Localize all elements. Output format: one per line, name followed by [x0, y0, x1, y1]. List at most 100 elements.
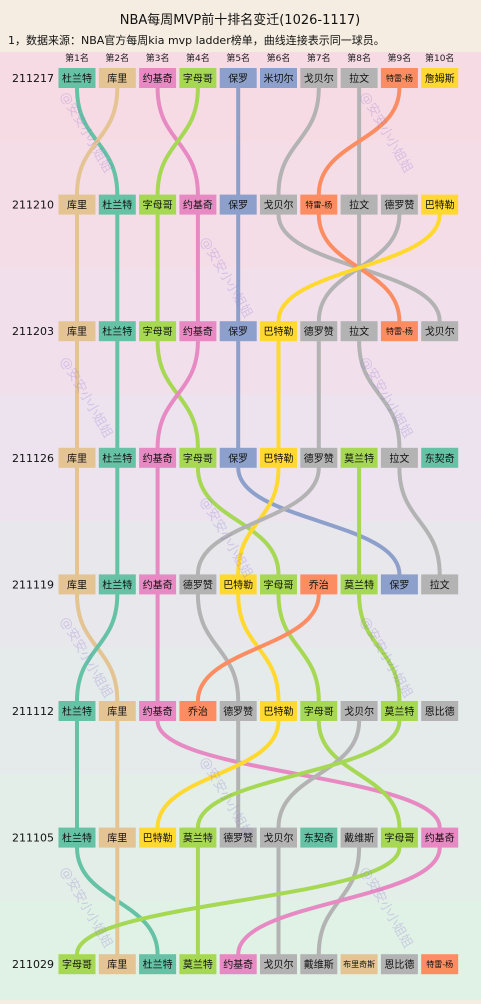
player-name: 约基奇	[425, 832, 455, 845]
player-name: 约基奇	[143, 452, 173, 465]
player-box	[58, 447, 96, 468]
rank-label: 第2名	[105, 52, 129, 64]
player-box	[421, 194, 459, 215]
player-box	[179, 701, 217, 721]
player-box	[179, 194, 217, 215]
player-name: 戈贝尔	[344, 705, 374, 718]
player-box	[219, 574, 257, 595]
player-name: 德罗赞	[183, 578, 213, 591]
player-name: 保罗	[228, 199, 248, 212]
player-box	[219, 827, 257, 848]
player-name: 戈贝尔	[264, 832, 294, 845]
player-name: 戈贝尔	[264, 199, 294, 212]
rank-labels: 第1名 第2名 第3名 第4名 第5名 第6名 第7名 第8名 第9名 第10名 211217 211…	[12, 52, 454, 971]
player-name: 字母哥	[384, 832, 414, 845]
player-box	[58, 194, 96, 215]
player-name: 杜兰特	[102, 199, 132, 212]
player-name: 约基奇	[183, 199, 213, 212]
player-name: 巴特勒	[223, 578, 253, 591]
player-curve	[75, 86, 120, 197]
player-curve	[357, 339, 402, 450]
player-name: 恩比德	[384, 958, 414, 971]
player-box	[98, 321, 136, 342]
player-box	[300, 827, 338, 848]
week-label: 211203	[12, 325, 54, 338]
player-name: 巴特勒	[264, 325, 294, 338]
rank-label: 第8名	[347, 52, 371, 64]
player-name: 莫兰特	[183, 832, 213, 845]
player-name: 莫兰特	[344, 578, 374, 591]
player-name: 莫兰特	[344, 452, 374, 465]
player-curve	[276, 719, 362, 830]
player-name: 约基奇	[223, 958, 253, 971]
week-label: 211119	[12, 578, 54, 591]
player-box	[421, 68, 459, 88]
player-name: 约基奇	[143, 72, 173, 85]
player-box	[58, 827, 96, 848]
player-box	[421, 574, 459, 595]
player-box	[380, 321, 418, 342]
player-box	[421, 954, 459, 975]
player-box	[98, 701, 136, 721]
week-label: 211210	[12, 199, 54, 212]
player-name: 拉文	[389, 452, 409, 465]
player-name: 恩比德	[425, 705, 455, 718]
player-box	[139, 447, 177, 468]
player-box	[260, 321, 297, 342]
player-name: 乔治	[188, 705, 208, 718]
player-box	[421, 827, 459, 848]
player-box	[179, 827, 217, 848]
player-box	[58, 574, 96, 595]
player-box	[260, 827, 297, 848]
player-box	[340, 954, 378, 975]
player-curve	[357, 592, 402, 703]
player-box	[260, 194, 297, 215]
player-name: 戴维斯	[304, 958, 334, 971]
player-name: 东契奇	[425, 452, 455, 465]
player-name: 字母哥	[183, 72, 213, 85]
player-name: 特雷-杨	[386, 73, 413, 83]
player-curve	[195, 465, 281, 577]
player-box	[380, 827, 418, 848]
rank-label: 第3名	[146, 52, 170, 64]
player-box	[219, 68, 257, 88]
player-box	[139, 68, 177, 88]
player-box	[421, 321, 459, 342]
player-box	[300, 447, 338, 468]
player-box	[260, 574, 297, 595]
player-box	[300, 954, 338, 975]
rank-label: 第4名	[186, 52, 210, 64]
player-name: 特雷-杨	[386, 326, 413, 336]
player-curve	[195, 465, 321, 577]
player-box	[98, 827, 136, 848]
player-name: 特雷-杨	[305, 200, 332, 210]
player-name: 杜兰特	[102, 325, 132, 338]
player-name: 保罗	[228, 325, 248, 338]
player-box	[300, 194, 338, 215]
player-box	[300, 701, 338, 721]
player-name: 库里	[107, 72, 127, 85]
player-box	[380, 701, 418, 721]
player-name: 戈贝尔	[264, 958, 294, 971]
player-name: 库里	[67, 452, 87, 465]
player-box	[340, 447, 378, 468]
week-label: 211105	[12, 832, 54, 845]
player-box	[300, 68, 338, 88]
player-name: 字母哥	[304, 705, 334, 718]
player-box	[179, 321, 217, 342]
player-name: 字母哥	[183, 452, 213, 465]
player-curves	[74, 86, 442, 957]
player-curve	[195, 592, 241, 703]
player-box	[139, 701, 177, 721]
player-name: 拉文	[349, 72, 369, 85]
player-name: 库里	[67, 199, 87, 212]
player-name: 特雷-杨	[426, 959, 453, 969]
player-name: 保罗	[228, 452, 248, 465]
player-box	[98, 954, 136, 975]
player-box	[58, 321, 96, 342]
player-name: 巴特勒	[425, 199, 455, 212]
player-curve	[236, 465, 402, 577]
player-boxes: 杜兰特 库里 约基奇 字母哥 保罗 米切尔 戈贝尔 拉文 特雷-杨 詹姆斯库里 杜兰特 字母哥 约基奇保…	[58, 68, 459, 975]
player-box	[58, 68, 96, 88]
player-curve	[155, 86, 200, 197]
